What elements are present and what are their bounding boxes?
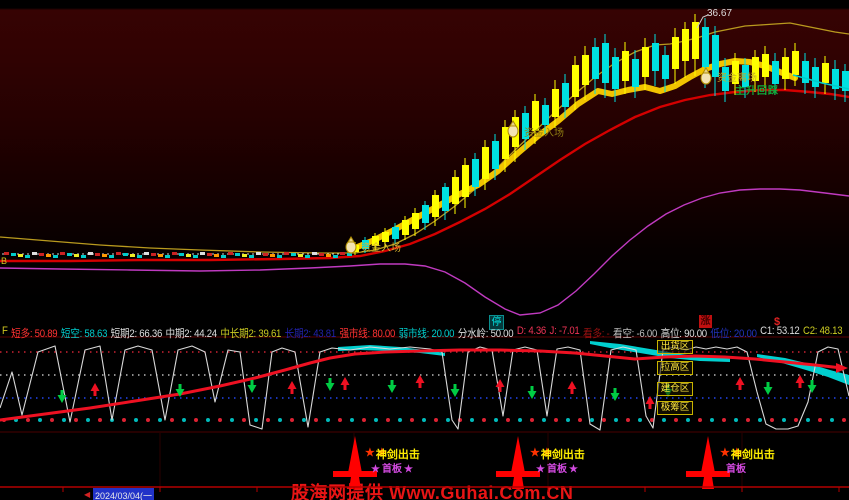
buy-signal-label-group: ★ 神剑出击 ★ ★ 首板 ★ — [529, 446, 585, 475]
zone-label-extreme-chips: 极筹区 — [657, 401, 693, 415]
rocket-signal-icon — [686, 436, 730, 489]
scroll-left-icon[interactable]: ◀ — [84, 490, 91, 499]
indicator-item: 弱市线: 20.00 — [398, 328, 455, 340]
signal-text-first-board: ★ 首板 ★ — [371, 464, 413, 475]
rocket-signal-icon — [333, 436, 377, 489]
indicator-item: C1: 53.12 — [760, 325, 800, 337]
indicator-item: C2: 48.13 — [803, 325, 843, 337]
rocket-signal-icon — [496, 436, 540, 489]
indicator-item: 短多: 50.89 — [11, 328, 58, 340]
up-arrow-icon — [795, 375, 805, 388]
up-arrow-icon — [735, 377, 745, 390]
signal-text-sword-strike: ★ 神剑出击 ★ — [365, 447, 420, 461]
capital-entry-label-2: 资金入场 — [524, 128, 564, 139]
signal-text-first-board: 首板 — [725, 460, 747, 475]
up-arrow-icon — [645, 396, 655, 409]
main-rise-pullback-label: 主升回踩 — [735, 86, 779, 97]
down-arrow-icon — [175, 384, 185, 397]
down-arrow-icon — [610, 388, 620, 401]
dollar-badge: $ — [774, 316, 781, 328]
star-icon: ★ — [376, 447, 387, 459]
zone-label-building: 建仓区 — [657, 382, 693, 396]
halt-badge: 停 — [489, 315, 504, 330]
money-bag-icon — [507, 120, 519, 138]
capital-entry-label: 资金入场 — [361, 243, 401, 254]
star-icon: ★ — [536, 464, 545, 475]
indicator-item: 高位: 90.00 — [660, 328, 708, 340]
indicator-prefix: F — [2, 325, 8, 337]
date-axis-label: 2024/03/04(一 — [93, 488, 155, 500]
down-arrow-icon — [57, 390, 67, 403]
indicator-item: D: 4.36 — [516, 325, 547, 337]
peak-price-label: 36.67 — [707, 8, 733, 19]
star-icon: ★ — [371, 464, 380, 475]
indicator-item: 中长期2: 39.61 — [220, 328, 282, 340]
down-arrow-icon — [450, 384, 460, 397]
capital-exit-label: 资金离场 — [717, 73, 757, 84]
zone-label-distribution: 出货区 — [657, 340, 693, 354]
star-icon: 首板 — [726, 464, 746, 475]
up-arrow-icon — [415, 375, 425, 388]
indicator-item: 长期2: 43.81 — [284, 328, 337, 340]
star-icon: ★ — [365, 447, 375, 459]
down-arrow-icon — [387, 380, 397, 393]
star-icon: ★ — [541, 447, 552, 459]
signal-text-sword-strike: ★ 神剑出击 ★ — [720, 447, 775, 461]
indicator-value-row: F 短多: 50.89 短空: 58.63 短期2: 66.36 中期2: 44.24… — [2, 325, 843, 340]
star-icon: ★ — [568, 464, 578, 475]
buy-signal-label-group: ★ 神剑出击 ★ ★ 首板 ★ — [364, 446, 420, 475]
signal-text-first-board: ★ 首板 ★ — [536, 464, 578, 475]
up-arrow-icon — [90, 383, 100, 396]
star-icon: ★ — [530, 447, 540, 459]
buy-signal-label-group: ★ 神剑出击 ★ 首板 — [719, 446, 775, 475]
money-bag-icon — [700, 67, 712, 85]
up-arrow-icon — [495, 379, 505, 392]
up-arrow-icon — [567, 381, 577, 394]
indicator-item: 强市线: 80.00 — [339, 328, 396, 340]
star-icon: ★ — [720, 447, 730, 459]
zone-label-pullup: 拉高区 — [657, 361, 693, 375]
b-signal-marker: B — [1, 256, 8, 266]
down-arrow-icon — [763, 382, 773, 395]
down-arrow-icon — [527, 386, 537, 399]
indicator-item: 短空: 58.63 — [60, 328, 108, 340]
star-icon: ★ — [403, 464, 413, 475]
indicator-item: 分水岭: 50.00 — [457, 328, 514, 340]
indicator-item: 短期2: 66.36 — [110, 328, 163, 340]
down-arrow-icon — [325, 378, 335, 391]
indicator-item: 中期2: 44.24 — [165, 328, 218, 340]
down-arrow-icon — [247, 380, 257, 393]
up-arrow-icon — [287, 381, 297, 394]
indicator-item: 低位: 20.00 — [710, 328, 757, 340]
indicator-item: 看多: - — [582, 328, 610, 340]
indicator-item: 看空: -6.00 — [612, 328, 658, 340]
up-arrow-icon — [340, 377, 350, 390]
indicator-item: J: -7.01 — [549, 325, 580, 337]
down-arrow-icon — [807, 380, 817, 393]
star-icon: ★ — [731, 447, 742, 459]
rise-badge: 涨 — [699, 315, 712, 328]
signal-text-sword-strike: ★ 神剑出击 ★ — [530, 447, 585, 461]
money-bag-icon — [345, 236, 357, 254]
